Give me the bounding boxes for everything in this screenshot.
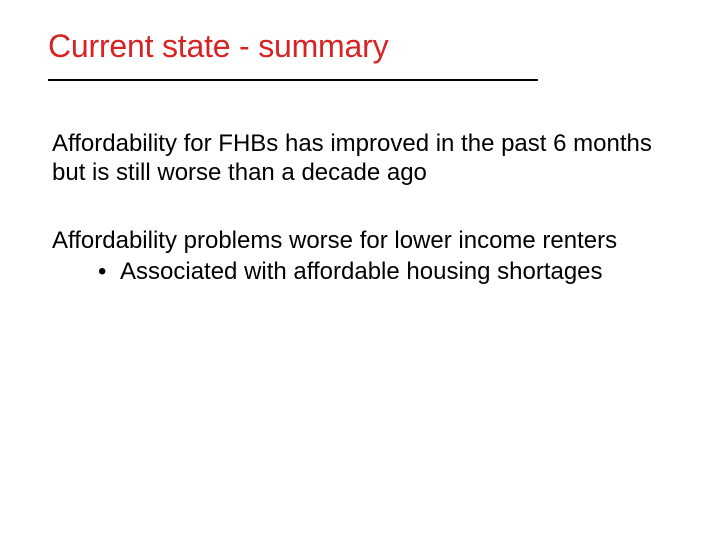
title-divider [48,79,538,81]
bullet-symbol: • [98,257,120,286]
slide-title: Current state - summary [48,28,672,65]
bullet-list: • Associated with affordable housing sho… [52,257,672,286]
paragraph-1: Affordability for FHBs has improved in t… [52,129,672,188]
bullet-item-1: • Associated with affordable housing sho… [98,257,672,286]
slide-body: Affordability for FHBs has improved in t… [48,129,672,286]
bullet-text-1: Associated with affordable housing short… [120,257,672,286]
paragraph-2: Affordability problems worse for lower i… [52,226,672,255]
slide-container: Current state - summary Affordability fo… [0,0,720,540]
